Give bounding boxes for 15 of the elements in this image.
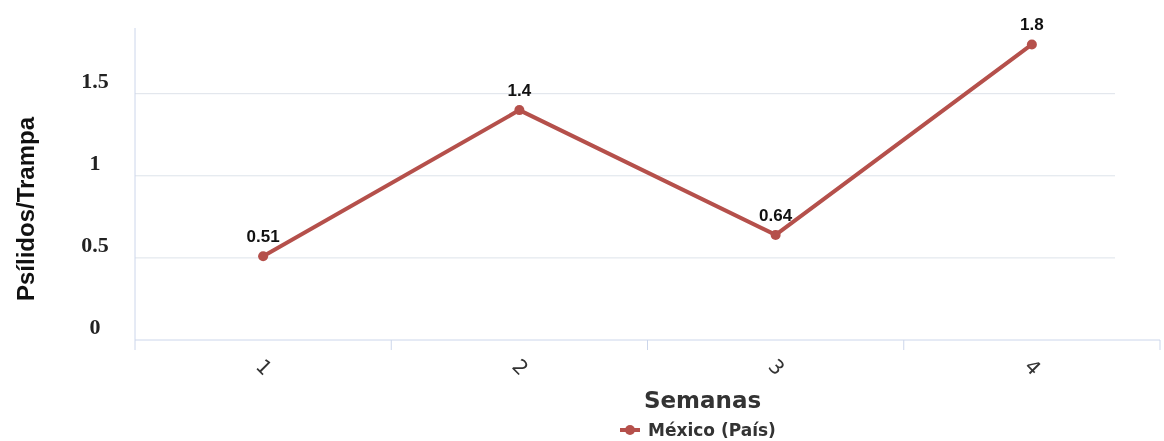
data-label: 0.64 (759, 205, 793, 225)
y-tick-label: 0.5 (81, 231, 109, 257)
y-tick-label: 1.5 (81, 67, 109, 93)
x-tick-label: 3 (763, 353, 790, 380)
x-tick-label: 1 (251, 353, 278, 380)
y-axis-title: Psílidos/Trampa (12, 116, 39, 302)
x-tick-label: 2 (507, 353, 534, 380)
x-axis-title: Semanas (643, 387, 762, 413)
data-label: 1.4 (507, 81, 532, 101)
data-label: 0.51 (246, 227, 280, 247)
x-tick-label: 4 (1019, 353, 1046, 380)
y-tick-label: 1 (89, 149, 101, 175)
data-label: 1.8 (1020, 15, 1044, 35)
y-tick-label: 0 (89, 314, 101, 339)
legend-label: México (País) (648, 420, 776, 440)
